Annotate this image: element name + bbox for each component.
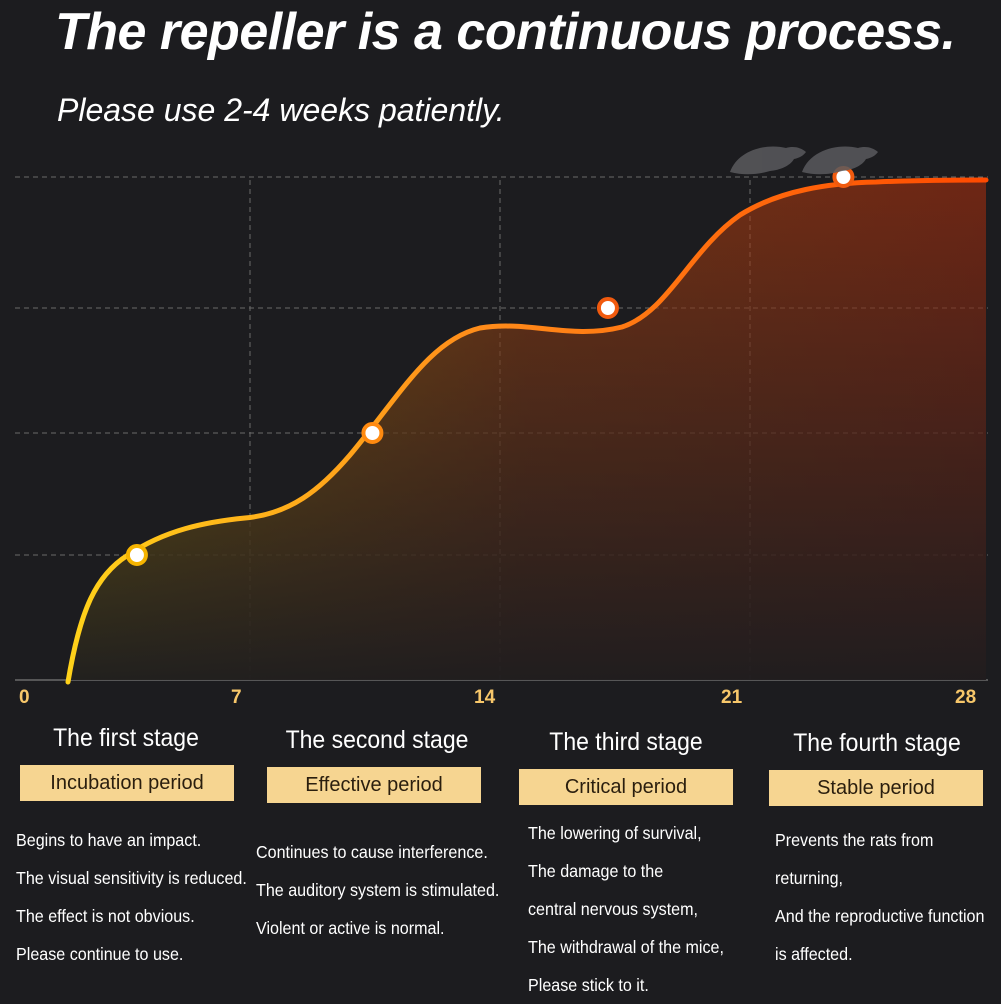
stage-badge: Stable period [769, 770, 983, 806]
description-line: is affected. [775, 944, 853, 964]
description-line: Please stick to it. [528, 975, 649, 995]
description-line: Please continue to use. [16, 944, 184, 964]
description-line: Violent or active is normal. [256, 918, 445, 938]
description-line: The effect is not obvious. [16, 906, 195, 926]
x-tick-14: 14 [474, 687, 496, 708]
progress-chart [15, 146, 989, 685]
stage-fourth-description: Prevents the rats from returning, And th… [775, 821, 984, 973]
stage-marker-2 [361, 422, 384, 444]
description-line: The lowering of survival, [528, 823, 702, 843]
description-line: Prevents the rats from [775, 830, 934, 850]
stage-marker-3 [596, 297, 619, 319]
stage-title: The fourth stage [793, 729, 961, 757]
curve-area-fade [68, 180, 986, 682]
x-tick-21: 21 [721, 687, 743, 708]
stage-third-description: The lowering of survival, The damage to … [528, 814, 724, 1004]
description-line: The damage to the [528, 861, 664, 881]
description-line: The auditory system is stimulated. [256, 880, 500, 900]
x-tick-7: 7 [231, 687, 242, 708]
stage-title: The first stage [53, 724, 199, 752]
stage-title: The third stage [549, 728, 703, 756]
description-line: The withdrawal of the mice, [528, 937, 724, 957]
description-line: central nervous system, [528, 899, 699, 919]
x-tick-0: 0 [19, 687, 30, 708]
rat-silhouette-icon [730, 146, 878, 175]
stage-fourth: The fourth stage Stable period [757, 729, 997, 806]
page-subtitle: Please use 2-4 weeks patiently. [57, 92, 505, 128]
stage-first-description: Begins to have an impact. The visual sen… [16, 821, 247, 973]
stage-marker-1 [125, 544, 148, 566]
description-line: The visual sensitivity is reduced. [16, 868, 247, 888]
description-line: Continues to cause interference. [256, 842, 488, 862]
progress-curve [65, 177, 989, 685]
description-line: And the reproductive function [775, 906, 985, 926]
stage-third: The third stage Critical period [506, 728, 746, 805]
description-line: returning, [775, 868, 844, 888]
description-line: Begins to have an impact. [16, 830, 202, 850]
stage-badge: Critical period [519, 769, 733, 805]
stage-second: The second stage Effective period [257, 726, 497, 803]
stage-badge: Effective period [267, 767, 481, 803]
stage-badge: Incubation period [20, 765, 234, 801]
stage-second-description: Continues to cause interference. The aud… [256, 833, 499, 947]
x-tick-28: 28 [955, 687, 977, 708]
stage-first: The first stage Incubation period [6, 724, 246, 801]
page-title: The repeller is a continuous process. [55, 3, 956, 61]
stage-title: The second stage [285, 726, 469, 754]
